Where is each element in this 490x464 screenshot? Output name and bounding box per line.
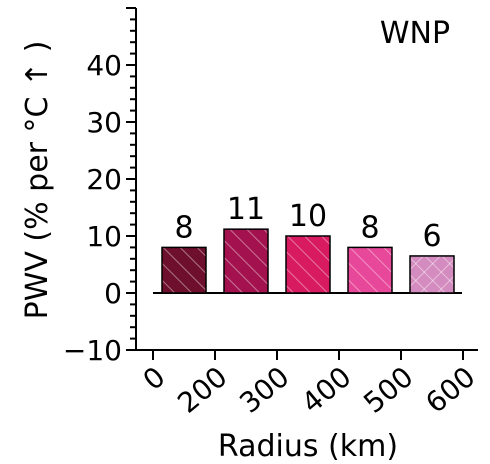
x-tick-label: 0 xyxy=(137,360,172,397)
bar-value-label: 11 xyxy=(227,192,265,227)
bar xyxy=(347,246,393,294)
region-annotation: WNP xyxy=(380,16,450,51)
x-tick-label: 300 xyxy=(233,360,295,420)
bar xyxy=(409,255,455,294)
x-tick-label: 500 xyxy=(357,360,419,420)
x-tick-label: 200 xyxy=(171,360,233,420)
y-tick-label: 30 xyxy=(86,106,122,139)
bar xyxy=(285,235,331,294)
bar-value-label: 8 xyxy=(360,210,379,245)
y-axis-title: PWV (% per °C ↑ ) xyxy=(20,41,55,320)
bar xyxy=(223,228,269,294)
bar-value-label: 10 xyxy=(289,199,327,234)
bar-value-label: 6 xyxy=(422,219,441,254)
y-tick-label: 20 xyxy=(86,163,122,196)
y-ticks: −10 0 10 20 30 40 xyxy=(63,7,136,367)
y-tick-label: 0 xyxy=(104,277,122,310)
y-tick-label: 40 xyxy=(86,49,122,82)
y-tick-label: 10 xyxy=(86,220,122,253)
x-ticks: 0 200 300 400 500 600 xyxy=(137,350,481,420)
y-tick-label: −10 xyxy=(63,334,122,367)
axes xyxy=(135,8,478,351)
bar xyxy=(161,246,207,294)
x-axis-title: Radius (km) xyxy=(218,429,398,464)
bar-value-label: 8 xyxy=(174,210,193,245)
x-tick-label: 600 xyxy=(419,360,481,420)
bars xyxy=(161,228,455,294)
bar-labels: 8 11 10 8 6 xyxy=(174,192,441,254)
x-tick-label: 400 xyxy=(295,360,357,420)
